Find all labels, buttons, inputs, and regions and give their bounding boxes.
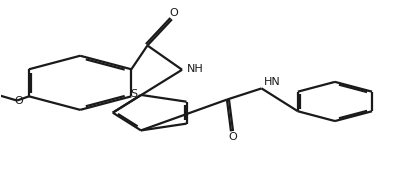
Text: O: O <box>229 132 237 142</box>
Text: NH: NH <box>187 64 204 74</box>
Text: HN: HN <box>264 77 280 86</box>
Text: O: O <box>170 8 178 18</box>
Text: S: S <box>130 89 138 99</box>
Text: O: O <box>15 96 23 105</box>
